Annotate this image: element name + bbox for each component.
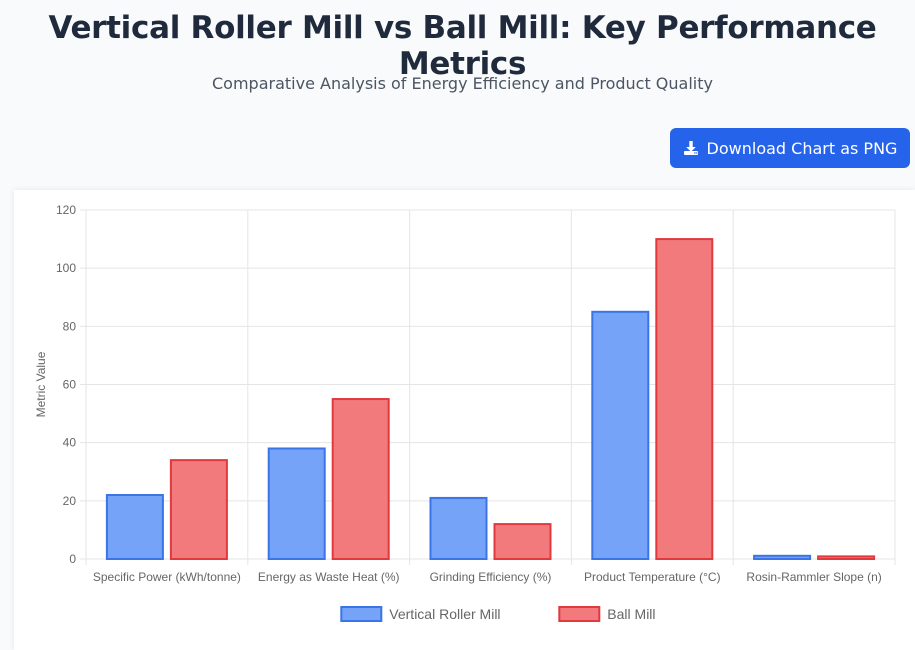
bar-ball-mill: [817, 555, 876, 561]
download-chart-button[interactable]: Download Chart as PNG: [670, 128, 910, 168]
x-tick-label: Energy as Waste Heat (%): [258, 570, 400, 584]
legend-swatch: [340, 606, 383, 622]
y-tick-label: 40: [63, 436, 77, 450]
bar-vertical-roller-mill: [753, 554, 812, 561]
page-title: Vertical Roller Mill vs Ball Mill: Key P…: [48, 10, 877, 82]
x-tick-label: Grinding Efficiency (%): [430, 570, 552, 584]
y-tick-label: 120: [56, 203, 76, 217]
bar-vertical-roller-mill: [105, 494, 164, 560]
y-tick-label: 100: [56, 261, 76, 275]
bar-ball-mill: [493, 523, 552, 561]
y-tick-label: 80: [63, 319, 77, 333]
y-tick-label: 60: [63, 378, 77, 392]
bar-ball-mill: [169, 459, 228, 560]
x-tick-label: Product Temperature (°C): [584, 570, 721, 584]
y-axis-title: Metric Value: [34, 351, 48, 417]
legend-label: Vertical Roller Mill: [389, 606, 500, 622]
chart-canvas: 0 20 40 60 80 100 120 Metric Value Specific Powe…: [34, 203, 896, 622]
bar-vertical-roller-mill: [267, 447, 326, 561]
download-icon: [683, 140, 699, 156]
bar-vertical-roller-mill: [591, 310, 650, 560]
y-tick-label: 20: [63, 494, 77, 508]
legend-swatch: [558, 606, 601, 622]
bar-ball-mill: [331, 398, 390, 560]
page-subtitle: Comparative Analysis of Energy Efficienc…: [212, 74, 713, 93]
bar-ball-mill: [655, 238, 714, 560]
x-tick-label: Rosin-Rammler Slope (n): [746, 570, 881, 584]
chart-card: 0 20 40 60 80 100 120 Metric Value Specific Powe…: [14, 190, 915, 650]
y-tick-label: 0: [69, 552, 76, 566]
legend-label: Ball Mill: [607, 606, 655, 622]
x-tick-label: Specific Power (kWh/tonne): [93, 570, 241, 584]
bar-vertical-roller-mill: [429, 496, 488, 560]
download-button-label: Download Chart as PNG: [706, 138, 898, 158]
